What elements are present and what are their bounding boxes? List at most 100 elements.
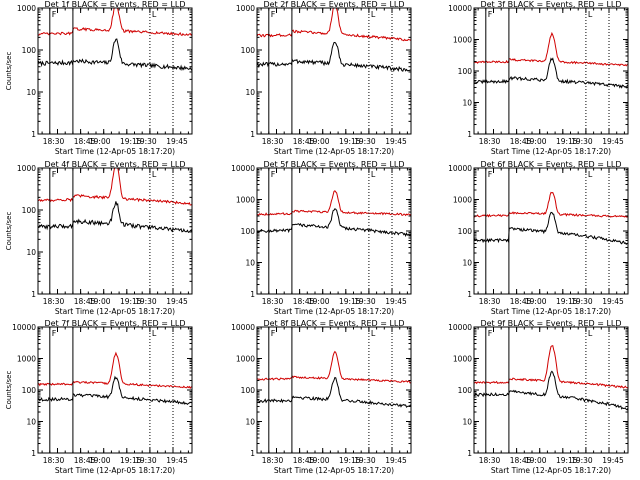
lld-series-line [474, 31, 628, 67]
lld-series-line [474, 191, 628, 218]
x-tick-label: 19:45 [602, 456, 624, 465]
x-tick-label: 19:00 [525, 297, 547, 306]
y-tick-label: 1 [31, 290, 36, 299]
lld-series-line [38, 168, 192, 206]
x-tick-label: 18:45 [74, 137, 96, 146]
annotation-label: L [588, 329, 593, 338]
x-tick-label: 18:30 [43, 456, 65, 465]
y-tick-label: 1000 [453, 36, 472, 45]
lld-series-line [257, 8, 411, 42]
annotation-label: F [52, 170, 57, 179]
plot-frame [256, 7, 412, 135]
annotation-label: F [52, 10, 57, 19]
x-tick-label: 19:30 [135, 456, 157, 465]
x-tick-label: 19:15 [556, 137, 578, 146]
x-tick-label: 19:45 [166, 137, 188, 146]
y-tick-label: 100 [241, 46, 256, 55]
x-tick-label: 19:30 [571, 137, 593, 146]
events-series-line [38, 375, 192, 405]
plot-frame [256, 167, 412, 295]
x-axis-label: Start Time (12-Apr-05 18:17:20) [55, 147, 175, 156]
x-tick-label: 19:45 [385, 297, 407, 306]
annotation-label: L [371, 329, 376, 338]
x-tick-label: 18:45 [293, 456, 315, 465]
annotation-label: F [488, 10, 493, 19]
y-tick-label: 10 [26, 88, 36, 97]
y-tick-label: 10 [462, 259, 472, 268]
x-tick-label: 18:45 [510, 456, 532, 465]
panel-title: Det 8f BLACK = Events, RED = LLD [263, 319, 404, 328]
x-tick-label: 19:15 [339, 137, 361, 146]
y-tick-label: 100 [458, 227, 473, 236]
x-tick-label: 18:30 [43, 137, 65, 146]
series-group [38, 8, 192, 72]
y-tick-label: 10 [245, 418, 255, 427]
x-tick-label: 19:00 [89, 137, 111, 146]
x-tick-label: 19:00 [89, 456, 111, 465]
x-axis-label: Start Time (12-Apr-05 18:17:20) [274, 147, 394, 156]
y-axis-label: Counts/sec [5, 212, 13, 251]
y-tick-label: 100 [22, 386, 37, 395]
y-tick-label: 10 [26, 248, 36, 257]
y-tick-label: 10 [26, 418, 36, 427]
events-series-line [257, 41, 411, 73]
lld-series-line [257, 190, 411, 217]
x-tick-label: 19:30 [354, 297, 376, 306]
x-tick-label: 19:30 [354, 456, 376, 465]
y-tick-label: 1000 [236, 355, 255, 364]
annotation-label: F [488, 329, 493, 338]
annotation-label: L [371, 10, 376, 19]
y-axis-label: Counts/sec [5, 371, 13, 410]
events-series-line [474, 211, 628, 246]
x-tick-label: 19:15 [556, 297, 578, 306]
annotation-label: F [271, 329, 276, 338]
x-tick-label: 18:45 [293, 297, 315, 306]
annotation-label: L [152, 329, 157, 338]
series-group [257, 190, 411, 238]
events-series-line [38, 38, 192, 72]
y-tick-label: 100 [458, 67, 473, 76]
plot-frame [37, 326, 193, 454]
y-tick-label: 1 [250, 130, 255, 139]
events-series-line [257, 208, 411, 238]
y-tick-label: 10000 [231, 323, 255, 332]
x-tick-label: 19:30 [354, 137, 376, 146]
series-group [474, 345, 628, 411]
panel-title: Det 2f BLACK = Events, RED = LLD [263, 0, 404, 9]
panel-title: Det 7f BLACK = Events, RED = LLD [44, 319, 185, 328]
x-axis-label: Start Time (12-Apr-05 18:17:20) [491, 147, 611, 156]
annotation-label: L [588, 170, 593, 179]
panel-title: Det 9f BLACK = Events, RED = LLD [480, 319, 621, 328]
annotation-label: F [488, 170, 493, 179]
x-axis-label: Start Time (12-Apr-05 18:17:20) [55, 307, 175, 316]
x-axis-label: Start Time (12-Apr-05 18:17:20) [274, 307, 394, 316]
x-tick-label: 19:45 [602, 297, 624, 306]
annotation-label: L [152, 170, 157, 179]
x-tick-label: 18:30 [262, 137, 284, 146]
x-tick-label: 19:15 [339, 456, 361, 465]
annotation-label: F [271, 10, 276, 19]
lld-series-line [38, 8, 192, 37]
annotation-label: F [271, 170, 276, 179]
y-tick-label: 1 [467, 449, 472, 458]
series-group [38, 168, 192, 233]
x-tick-label: 19:45 [602, 137, 624, 146]
x-tick-label: 18:30 [479, 297, 501, 306]
x-tick-label: 18:30 [479, 137, 501, 146]
x-tick-label: 19:00 [308, 456, 330, 465]
series-group [38, 351, 192, 405]
x-tick-label: 19:15 [120, 297, 142, 306]
x-tick-label: 19:30 [571, 456, 593, 465]
annotation-label: L [371, 170, 376, 179]
plot-frame [256, 326, 412, 454]
panel-title: Det 1f BLACK = Events, RED = LLD [44, 0, 185, 9]
y-tick-label: 100 [458, 386, 473, 395]
